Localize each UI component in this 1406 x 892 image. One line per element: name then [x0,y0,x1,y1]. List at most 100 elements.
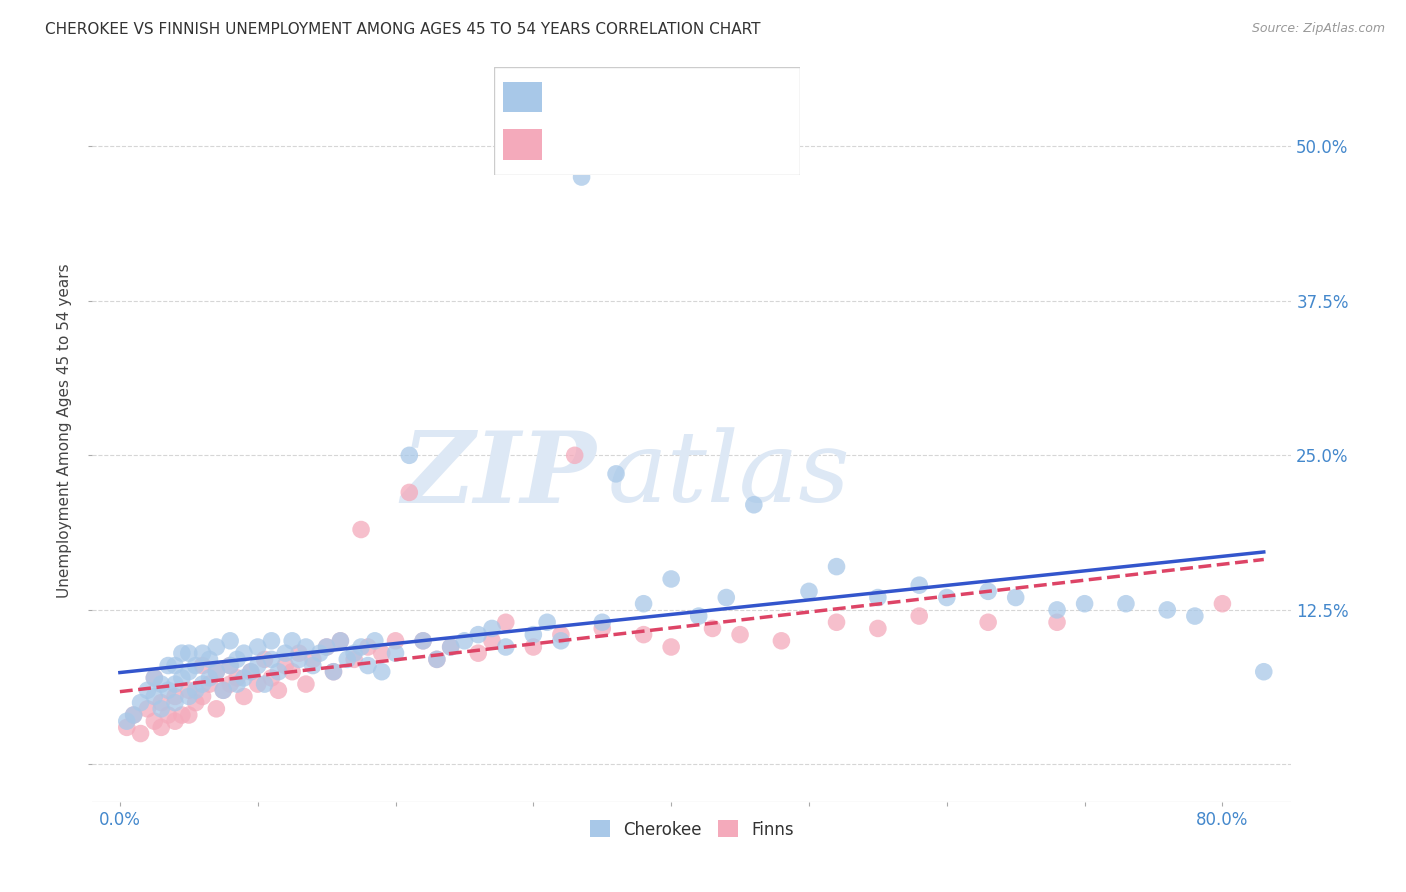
Point [659,640,682,654]
Point [184,696,207,710]
Point [281,633,304,648]
Point [467,646,489,660]
Point [177,665,200,679]
Point [866,622,889,636]
Point [239,665,262,679]
Point [702,622,724,636]
Point [115,714,138,729]
Point [412,633,434,648]
Point [143,671,166,685]
Point [198,671,221,685]
Point [177,646,200,660]
Point [274,658,297,673]
Point [412,633,434,648]
Point [315,640,337,654]
Point [384,646,406,660]
Point [935,591,957,605]
Point [605,467,627,481]
Point [205,665,228,679]
Point [633,597,655,611]
Point [1115,597,1137,611]
Point [1046,603,1069,617]
Point [219,658,242,673]
Point [426,652,449,666]
Point [1046,615,1069,630]
Point [336,652,359,666]
Point [205,665,228,679]
Point [1156,603,1178,617]
Point [219,633,242,648]
Point [350,640,373,654]
Point [633,627,655,641]
Point [364,633,387,648]
Y-axis label: Unemployment Among Ages 45 to 54 years: Unemployment Among Ages 45 to 54 years [58,263,72,598]
Point [191,690,214,704]
Point [260,633,283,648]
Point [329,633,352,648]
Point [467,627,489,641]
Point [770,633,793,648]
Point [122,708,145,723]
Point [150,720,173,734]
Point [825,559,848,574]
Point [398,485,420,500]
Point [177,708,200,723]
Point [232,646,254,660]
Point [115,720,138,734]
Point [495,615,517,630]
Point [163,696,186,710]
Point [350,523,373,537]
Point [357,640,380,654]
Point [150,677,173,691]
Point [797,584,820,599]
Point [267,683,290,698]
Point [177,690,200,704]
Point [716,591,738,605]
Point [1211,597,1233,611]
Point [226,671,249,685]
Point [184,683,207,698]
Point [357,658,380,673]
Point [191,677,214,691]
Point [384,633,406,648]
Point [129,726,152,740]
Point [136,683,159,698]
Point [232,671,254,685]
Point [398,448,420,462]
Point [163,658,186,673]
Point [591,615,613,630]
Point [163,690,186,704]
Point [688,609,710,624]
Point [212,683,235,698]
Point [315,640,337,654]
Legend: Cherokee, Finns: Cherokee, Finns [583,814,801,846]
Point [322,665,344,679]
Point [343,646,366,660]
Point [1004,591,1026,605]
Point [329,633,352,648]
Text: ZIP: ZIP [401,427,596,524]
Point [198,652,221,666]
Point [481,633,503,648]
Point [143,671,166,685]
Point [219,658,242,673]
Point [253,652,276,666]
Point [260,671,283,685]
Point [977,584,1000,599]
Point [170,671,193,685]
Point [184,658,207,673]
Point [129,696,152,710]
Point [495,640,517,654]
Point [659,572,682,586]
Point [742,498,765,512]
Point [157,658,180,673]
Point [295,640,318,654]
Point [143,714,166,729]
Point [522,627,544,641]
Point [281,665,304,679]
Point [536,615,558,630]
Point [440,640,463,654]
Point [550,627,572,641]
Text: CHEROKEE VS FINNISH UNEMPLOYMENT AMONG AGES 45 TO 54 YEARS CORRELATION CHART: CHEROKEE VS FINNISH UNEMPLOYMENT AMONG A… [45,22,761,37]
Point [260,652,283,666]
